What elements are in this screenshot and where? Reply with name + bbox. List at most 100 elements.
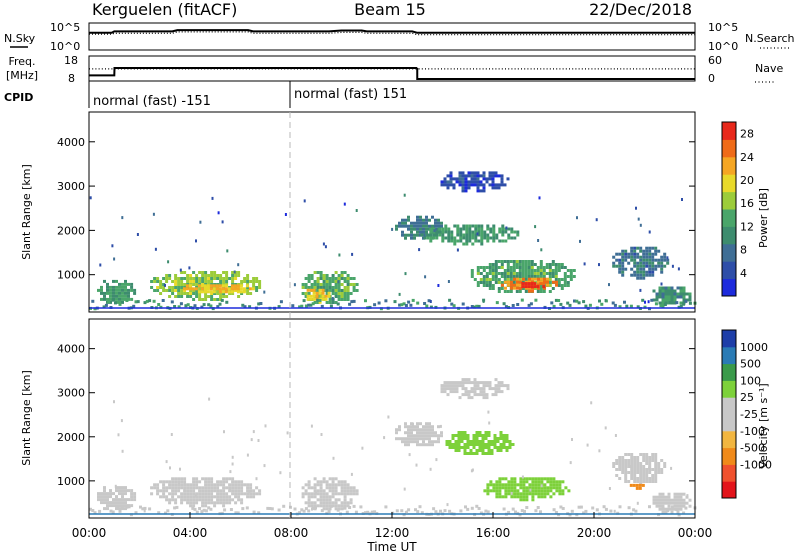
scatter-region-8 — [612, 453, 667, 486]
velocity-colorbar-tick: -25 — [740, 408, 758, 421]
freq-label-line2: [MHz] — [6, 69, 38, 82]
ytick-label: 3000 — [57, 180, 85, 193]
station-title: Kerguelen (fitACF) — [92, 0, 237, 19]
scatter-region-6 — [483, 477, 571, 502]
velocity-colorbar-tick: -100 — [740, 425, 765, 438]
freq-left-tick-bottom: 8 — [68, 72, 75, 85]
power-colorbar-tick: 24 — [740, 151, 754, 164]
noise-panel-frame — [88, 22, 696, 51]
velocity-colorbar-swatch — [722, 346, 736, 365]
sparse-echoes — [89, 193, 683, 304]
xtick-label: 00:00 — [678, 526, 713, 540]
velocity-colorbar-tick: -1000 — [740, 458, 772, 471]
scatter-region-10 — [521, 282, 546, 289]
velocity-colorbar-swatch — [722, 363, 736, 381]
velocity-ylabel: Slant Range [km] — [20, 370, 33, 466]
scatter-region-3 — [301, 477, 359, 511]
velocity-colorbar-swatch — [722, 464, 736, 482]
power-colorbar-swatch — [722, 278, 736, 297]
power-colorbar-swatch — [722, 209, 736, 227]
ytick-label: 3000 — [57, 387, 85, 400]
nave-label: Nave — [755, 62, 783, 75]
power-colorbar-tick: 12 — [740, 220, 754, 233]
power-colorbar-label: Power [dB] — [757, 188, 770, 248]
scatter-region-11 — [440, 171, 510, 193]
power-colorbar-swatch — [722, 174, 736, 193]
freq-left-tick-top: 18 — [64, 54, 78, 67]
scatter-region-4 — [395, 422, 443, 447]
velocity-colorbar-swatch — [722, 481, 736, 499]
power-colorbar-tick: 28 — [740, 128, 754, 141]
velocity-panel — [89, 378, 697, 517]
ytick-label: 2000 — [57, 431, 85, 444]
xtick-label: 16:00 — [476, 526, 511, 540]
power-colorbar-swatch — [722, 191, 736, 210]
noise-left-tick-top: 10^5 — [50, 21, 80, 34]
power-colorbar-swatch — [722, 261, 736, 280]
scatter-region-5 — [445, 431, 515, 455]
velocity-colorbar-swatch — [722, 330, 736, 348]
freq-right-tick-top: 60 — [708, 54, 722, 67]
xtick-label: 12:00 — [375, 526, 410, 540]
scatter-region-9 — [629, 483, 645, 490]
power-colorbar-swatch — [722, 139, 736, 158]
scatter-region-3 — [182, 284, 255, 294]
freq-right-tick-bottom: 0 — [708, 72, 715, 85]
xtick-label: 04:00 — [173, 526, 208, 540]
nsky-label: N.Sky — [4, 32, 36, 45]
velocity-colorbar-swatch — [722, 414, 736, 432]
velocity-colorbar-swatch — [722, 447, 736, 465]
power-panel — [89, 171, 697, 311]
scatter-region-5 — [306, 288, 331, 304]
ytick-label: 1000 — [57, 475, 85, 488]
xtick-label: 00:00 — [72, 526, 107, 540]
cpid-segment-1: normal (fast) -151 — [93, 94, 211, 109]
velocity-colorbar-swatch — [722, 397, 736, 415]
noise-left-tick-bottom: 10^0 — [50, 40, 80, 53]
velocity-colorbar-tick: 500 — [740, 358, 761, 371]
velocity-colorbar-tick: -500 — [740, 442, 765, 455]
power-colorbar-swatch — [722, 243, 736, 262]
power-colorbar-swatch — [722, 226, 736, 245]
cpid-label: CPID — [4, 91, 33, 104]
ytick-label: 4000 — [57, 343, 85, 356]
ytick-label: 2000 — [57, 224, 85, 237]
freq-line — [89, 67, 418, 77]
velocity-colorbar-tick: 25 — [740, 391, 754, 404]
power-colorbar-swatch — [722, 122, 736, 140]
cpid-segment-2: normal (fast) 151 — [294, 87, 407, 102]
freq-label-line1: Freq. — [8, 55, 35, 68]
beam-title: Beam 15 — [354, 0, 426, 19]
power-panel-frame — [88, 111, 696, 313]
noise-right-tick-bottom: 10^0 — [708, 40, 738, 53]
power-colorbar-tick: 16 — [740, 197, 754, 210]
date-title: 22/Dec/2018 — [589, 0, 692, 19]
sparse-echoes — [113, 397, 689, 514]
power-ylabel: Slant Range [km] — [20, 164, 33, 260]
xtick-label: 08:00 — [274, 526, 309, 540]
scatter-region-10 — [652, 492, 692, 514]
velocity-colorbar-swatch — [722, 430, 736, 449]
scatter-region-13 — [652, 286, 692, 308]
scatter-region-2 — [150, 477, 262, 508]
power-colorbar-tick: 4 — [740, 267, 747, 280]
scatter-region-7 — [420, 224, 520, 246]
xtick-label: 20:00 — [577, 526, 612, 540]
velocity-colorbar-swatch — [722, 380, 736, 398]
nsearch-label: N.Search — [745, 32, 795, 45]
velocity-colorbar-label: Velocity [m s⁻¹] — [757, 383, 770, 468]
power-colorbar-swatch — [722, 156, 736, 175]
scatter-region-12 — [612, 246, 670, 280]
noise-right-tick-top: 10^5 — [708, 21, 738, 34]
scatter-region-1 — [97, 486, 137, 511]
noise-sky-line — [89, 29, 695, 34]
scatter-region-1 — [97, 279, 137, 304]
scatter-region-7 — [440, 378, 510, 400]
velocity-colorbar-tick: 1000 — [740, 341, 768, 354]
power-colorbar-tick: 20 — [740, 174, 754, 187]
ytick-label: 1000 — [57, 269, 85, 282]
power-colorbar-tick: 8 — [740, 244, 747, 257]
xaxis-label: Time UT — [366, 540, 417, 554]
velocity-colorbar-tick: 100 — [740, 374, 761, 387]
